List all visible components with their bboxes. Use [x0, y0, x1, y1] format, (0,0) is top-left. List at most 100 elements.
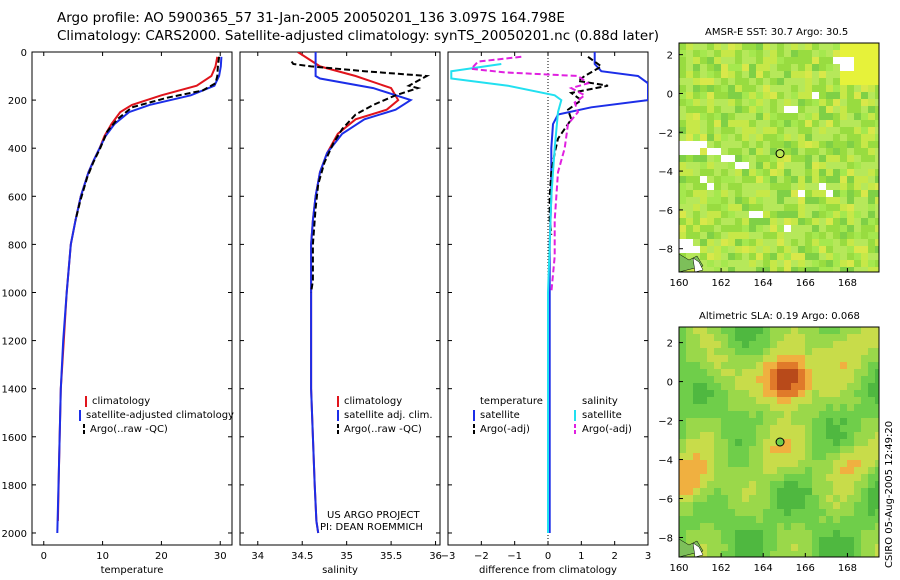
map-pixel	[854, 537, 861, 544]
map-pixel	[721, 530, 728, 537]
map-pixel	[826, 488, 833, 495]
map-pixel	[791, 71, 798, 78]
map-pixel	[763, 239, 770, 246]
map-pixel	[686, 481, 693, 488]
map-pixel	[812, 523, 819, 530]
map-pixel	[742, 211, 749, 218]
map-pixel	[777, 99, 784, 106]
map-pixel	[798, 232, 805, 239]
map-pixel	[735, 488, 742, 495]
map-pixel	[854, 106, 861, 113]
map-pixel	[868, 162, 875, 169]
map-pixel	[735, 446, 742, 453]
map-pixel	[756, 134, 763, 141]
map-pixel	[805, 232, 812, 239]
map-pixel	[819, 355, 826, 362]
map-pixel	[791, 57, 798, 64]
map-pixel	[686, 134, 693, 141]
map-pixel	[742, 253, 749, 260]
map-pixel	[791, 544, 798, 551]
map-pixel	[693, 432, 700, 439]
map-pixel	[763, 446, 770, 453]
map-pixel	[861, 495, 868, 502]
map-pixel	[721, 369, 728, 376]
map-pixel	[805, 246, 812, 253]
map-pixel	[721, 176, 728, 183]
map-pixel	[861, 418, 868, 425]
map-pixel	[826, 162, 833, 169]
map-pixel	[777, 85, 784, 92]
map-pixel	[763, 64, 770, 71]
map-pixel	[805, 64, 812, 71]
map-pixel	[714, 246, 721, 253]
map-pixel	[777, 267, 784, 272]
map-pixel	[826, 134, 833, 141]
map-frame	[678, 42, 880, 273]
map-pixel	[770, 411, 777, 418]
map-pixel	[861, 453, 868, 460]
map-pixel	[805, 537, 812, 544]
map-pixel	[714, 376, 721, 383]
map-pixel	[693, 246, 700, 253]
map-pixel	[833, 78, 840, 85]
map-pixel	[833, 355, 840, 362]
map-pixel	[756, 120, 763, 127]
map-pixel	[777, 334, 784, 341]
map-pixel	[728, 113, 735, 120]
map-pixel	[777, 509, 784, 516]
map-pixel	[679, 204, 686, 211]
map-pixel	[833, 341, 840, 348]
map-pixel	[875, 218, 879, 225]
map-pixel	[721, 432, 728, 439]
map-pixel	[847, 57, 854, 64]
x-tick-label: 166	[796, 278, 815, 289]
map-pixel	[728, 418, 735, 425]
map-pixel	[700, 432, 707, 439]
map-pixel	[875, 204, 879, 211]
map-pixel	[770, 218, 777, 225]
map-pixel	[777, 197, 784, 204]
map-pixel	[819, 71, 826, 78]
y-tick-label: 600	[8, 192, 27, 203]
map-pixel	[693, 390, 700, 397]
map-pixel	[812, 190, 819, 197]
map-pixel	[749, 467, 756, 474]
map-pixel	[819, 383, 826, 390]
map-pixel	[784, 341, 791, 348]
map-pixel	[861, 99, 868, 106]
map-pixel	[826, 204, 833, 211]
map-pixel	[679, 481, 686, 488]
map-pixel	[749, 246, 756, 253]
map-pixel	[721, 218, 728, 225]
map-pixel	[707, 113, 714, 120]
map-pixel	[798, 211, 805, 218]
map-pixel	[749, 488, 756, 495]
map-pixel	[693, 162, 700, 169]
map-pixel	[805, 502, 812, 509]
x-tick-label: 168	[838, 278, 857, 289]
map-pixel	[812, 232, 819, 239]
map-pixel	[798, 509, 805, 516]
map-pixel	[770, 516, 777, 523]
map-pixel	[693, 113, 700, 120]
map-pixel	[707, 134, 714, 141]
map-pixel	[819, 446, 826, 453]
map-pixel	[707, 530, 714, 537]
map-pixel	[693, 341, 700, 348]
map-pixel	[833, 64, 840, 71]
map-pixel	[798, 225, 805, 232]
map-pixel	[854, 369, 861, 376]
map-pixel	[847, 218, 854, 225]
x-tick-label: 164	[754, 563, 773, 574]
map-pixel	[868, 460, 875, 467]
map-pixel	[756, 460, 763, 467]
map-pixel	[763, 418, 770, 425]
map-pixel	[875, 57, 879, 64]
map-pixel	[693, 488, 700, 495]
map-pixel	[868, 467, 875, 474]
map-pixel	[833, 495, 840, 502]
map-pixel	[777, 120, 784, 127]
x-tick-label: 10	[96, 551, 109, 562]
map-pixel	[861, 537, 868, 544]
map-pixel	[833, 488, 840, 495]
